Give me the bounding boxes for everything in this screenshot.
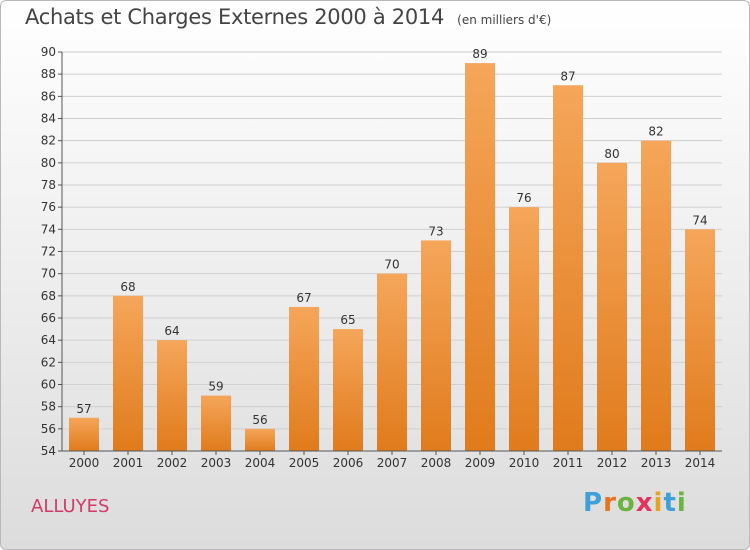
y-tick-label: 80	[41, 156, 56, 170]
bar-2014	[685, 229, 715, 451]
bar-2006	[333, 329, 363, 451]
y-axis: 54 56 58 60 62 64 66 68 70 72 74 76 78 80 82 84 86 88 90	[41, 45, 63, 458]
data-label: 59	[208, 380, 223, 394]
y-tick-label: 66	[41, 311, 56, 325]
x-tick-label: 2007	[377, 456, 408, 470]
data-label: 74	[692, 213, 707, 227]
x-tick-label: 2014	[685, 456, 716, 470]
logo-letter: i	[676, 488, 687, 518]
data-label: 73	[428, 224, 443, 238]
y-tick-label: 58	[41, 400, 56, 414]
chart-title: Achats et Charges Externes 2000 à 2014	[25, 5, 445, 29]
logo-letter: x	[635, 488, 654, 518]
x-tick-label: 2011	[553, 456, 584, 470]
y-tick-label: 56	[41, 422, 56, 436]
bar-2007	[377, 273, 407, 451]
logo-letter: P	[583, 488, 604, 518]
proxiti-logo: Proxiti	[583, 488, 687, 518]
y-tick-label: 60	[41, 378, 56, 392]
bar-2004	[245, 428, 275, 451]
logo-letter: i	[653, 488, 664, 518]
commune-name: ALLUYES	[31, 496, 110, 517]
x-tick-label: 2009	[465, 456, 496, 470]
data-label: 65	[340, 313, 355, 327]
y-tick-label: 68	[41, 289, 56, 303]
bar-2002	[157, 340, 187, 451]
bar-2011	[553, 85, 583, 451]
bar-2010	[509, 207, 539, 451]
x-tick-label: 2013	[641, 456, 672, 470]
data-label: 56	[252, 413, 267, 427]
y-tick-label: 76	[41, 200, 56, 214]
data-label: 76	[516, 191, 531, 205]
data-label: 70	[384, 258, 399, 272]
y-tick-label: 82	[41, 134, 56, 148]
bar-2013	[641, 140, 671, 451]
bar-2003	[201, 395, 231, 451]
y-tick-label: 74	[41, 222, 56, 236]
y-tick-label: 86	[41, 89, 56, 103]
title-row: Achats et Charges Externes 2000 à 2014 (…	[25, 5, 551, 29]
logo-letter: o	[616, 488, 636, 518]
x-tick-label: 2001	[113, 456, 144, 470]
data-label: 82	[648, 125, 663, 139]
bar-2009	[465, 63, 495, 451]
data-label: 67	[296, 291, 311, 305]
logo-letter: t	[663, 488, 677, 518]
y-tick-label: 90	[41, 45, 56, 59]
x-tick-label: 2008	[421, 456, 452, 470]
logo-letter: r	[603, 488, 617, 518]
y-tick-label: 84	[41, 112, 56, 126]
y-tick-label: 54	[41, 444, 56, 458]
y-tick-label: 72	[41, 245, 56, 259]
x-tick-label: 2005	[289, 456, 320, 470]
x-tick-label: 2002	[157, 456, 188, 470]
x-tick-label: 2006	[333, 456, 364, 470]
y-tick-label: 78	[41, 178, 56, 192]
x-tick-label: 2004	[245, 456, 276, 470]
bar-2001	[113, 295, 143, 451]
x-axis: 2000 2001 2002 2003 2004 2005 2006 2007 2008 2009…	[62, 450, 722, 470]
bar-2000	[69, 417, 99, 451]
x-tick-label: 2003	[201, 456, 232, 470]
y-tick-label: 62	[41, 355, 56, 369]
data-label: 64	[164, 324, 179, 338]
data-label: 87	[560, 69, 575, 83]
y-tick-label: 70	[41, 267, 56, 281]
bar-2012	[597, 162, 627, 452]
data-label: 80	[604, 147, 619, 161]
x-tick-label: 2010	[509, 456, 540, 470]
x-tick-label: 2000	[69, 456, 100, 470]
data-label: 89	[472, 47, 487, 61]
x-tick-label: 2012	[597, 456, 628, 470]
y-tick-label: 64	[41, 333, 56, 347]
chart-unit: (en milliers d'€)	[457, 13, 552, 27]
bar-2005	[289, 306, 319, 451]
data-label: 68	[120, 280, 135, 294]
y-tick-label: 88	[41, 67, 56, 81]
bar-2008	[421, 240, 451, 451]
data-label: 57	[76, 402, 91, 416]
bars: 57 68 64 59 56 67 65 70 73 89 76 87 80 82 74	[69, 47, 715, 452]
